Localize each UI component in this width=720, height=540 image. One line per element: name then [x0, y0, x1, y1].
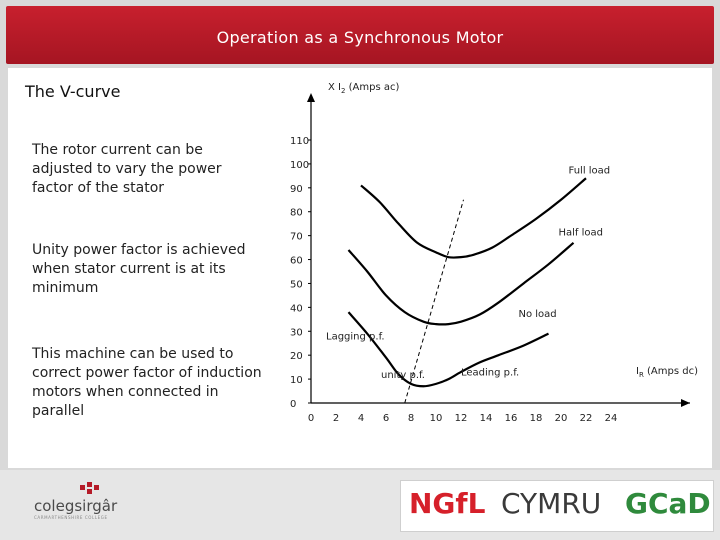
x-tick-label: 4	[358, 413, 364, 424]
annotation-lagging-p-f: Lagging p.f.	[326, 332, 385, 343]
x-tick-label: 12	[455, 413, 468, 424]
cymru-wordmark: CYMRU	[501, 487, 602, 520]
y-tick-label: 30	[290, 327, 303, 338]
x-tick-label: 18	[530, 413, 543, 424]
annotation-unity-p-f: unity p.f.	[381, 370, 425, 381]
x-tick-label: 6	[383, 413, 389, 424]
y-tick-label: 10	[290, 375, 303, 386]
x-tick-label: 14	[480, 413, 493, 424]
y-axis-arrow-icon	[307, 93, 315, 102]
gcad-wordmark: GCaD	[625, 487, 711, 520]
y-tick-label: 100	[290, 160, 309, 171]
ngfl-wordmark: NGfL	[409, 487, 486, 520]
content-panel	[8, 68, 712, 468]
y-tick-label: 70	[290, 232, 303, 243]
y-axis-label: X I2 (Amps ac)	[328, 82, 399, 95]
y-tick-label: 90	[290, 184, 303, 195]
y-tick-label: 20	[290, 351, 303, 362]
paragraph-rotor-current: The rotor current can be adjusted to var…	[32, 142, 222, 196]
x-tick-label: 2	[333, 413, 339, 424]
y-tick-label: 50	[290, 279, 303, 290]
y-tick-label: 40	[290, 303, 303, 314]
annotation-half-load: Half load	[559, 228, 604, 239]
x-tick-label: 24	[605, 413, 618, 424]
x-tick-label: 22	[580, 413, 593, 424]
x-tick-label: 8	[408, 413, 414, 424]
x-tick-label: 0	[308, 413, 314, 424]
paragraph-power-factor-correction: This machine can be used to correct powe…	[32, 346, 262, 419]
paragraph-unity-power-factor: Unity power factor is achieved when stat…	[32, 242, 246, 296]
series-line-no-load	[347, 311, 549, 388]
x-tick-label: 10	[430, 413, 443, 424]
colegsirgar-subtitle: CARMARTHENSHIRE COLLEGE	[34, 515, 108, 520]
y-tick-label: 80	[290, 208, 303, 219]
colegsirgar-wordmark: colegsirgâr	[34, 497, 118, 515]
x-tick-label: 16	[505, 413, 518, 424]
logo-emblem-icon	[80, 482, 99, 494]
title-bar: Operation as a Synchronous Motor	[6, 6, 714, 64]
annotation-full-load: Full load	[569, 165, 611, 176]
x-axis-label: IR (Amps dc)	[636, 366, 698, 379]
unity-pf-divider-line	[404, 199, 464, 404]
series-line-full-load	[360, 177, 587, 259]
section-heading: The V-curve	[25, 82, 121, 101]
colegsirgar-logo: colegsirgâr CARMARTHENSHIRE COLLEGE	[28, 482, 138, 523]
y-tick-label: 110	[290, 136, 309, 147]
x-tick-label: 20	[555, 413, 568, 424]
series-line-half-load	[347, 241, 575, 326]
y-tick-label: 0	[290, 399, 296, 410]
annotation-no-load: No load	[519, 309, 557, 320]
ngfl-cymru-gcad-logo: NGfL CYMRU GCaD	[400, 480, 714, 532]
slide-title: Operation as a Synchronous Motor	[216, 28, 504, 47]
y-tick-label: 60	[290, 256, 303, 267]
x-axis-arrow-icon	[681, 399, 690, 407]
annotation-leading-p-f: Leading p.f.	[461, 368, 519, 379]
